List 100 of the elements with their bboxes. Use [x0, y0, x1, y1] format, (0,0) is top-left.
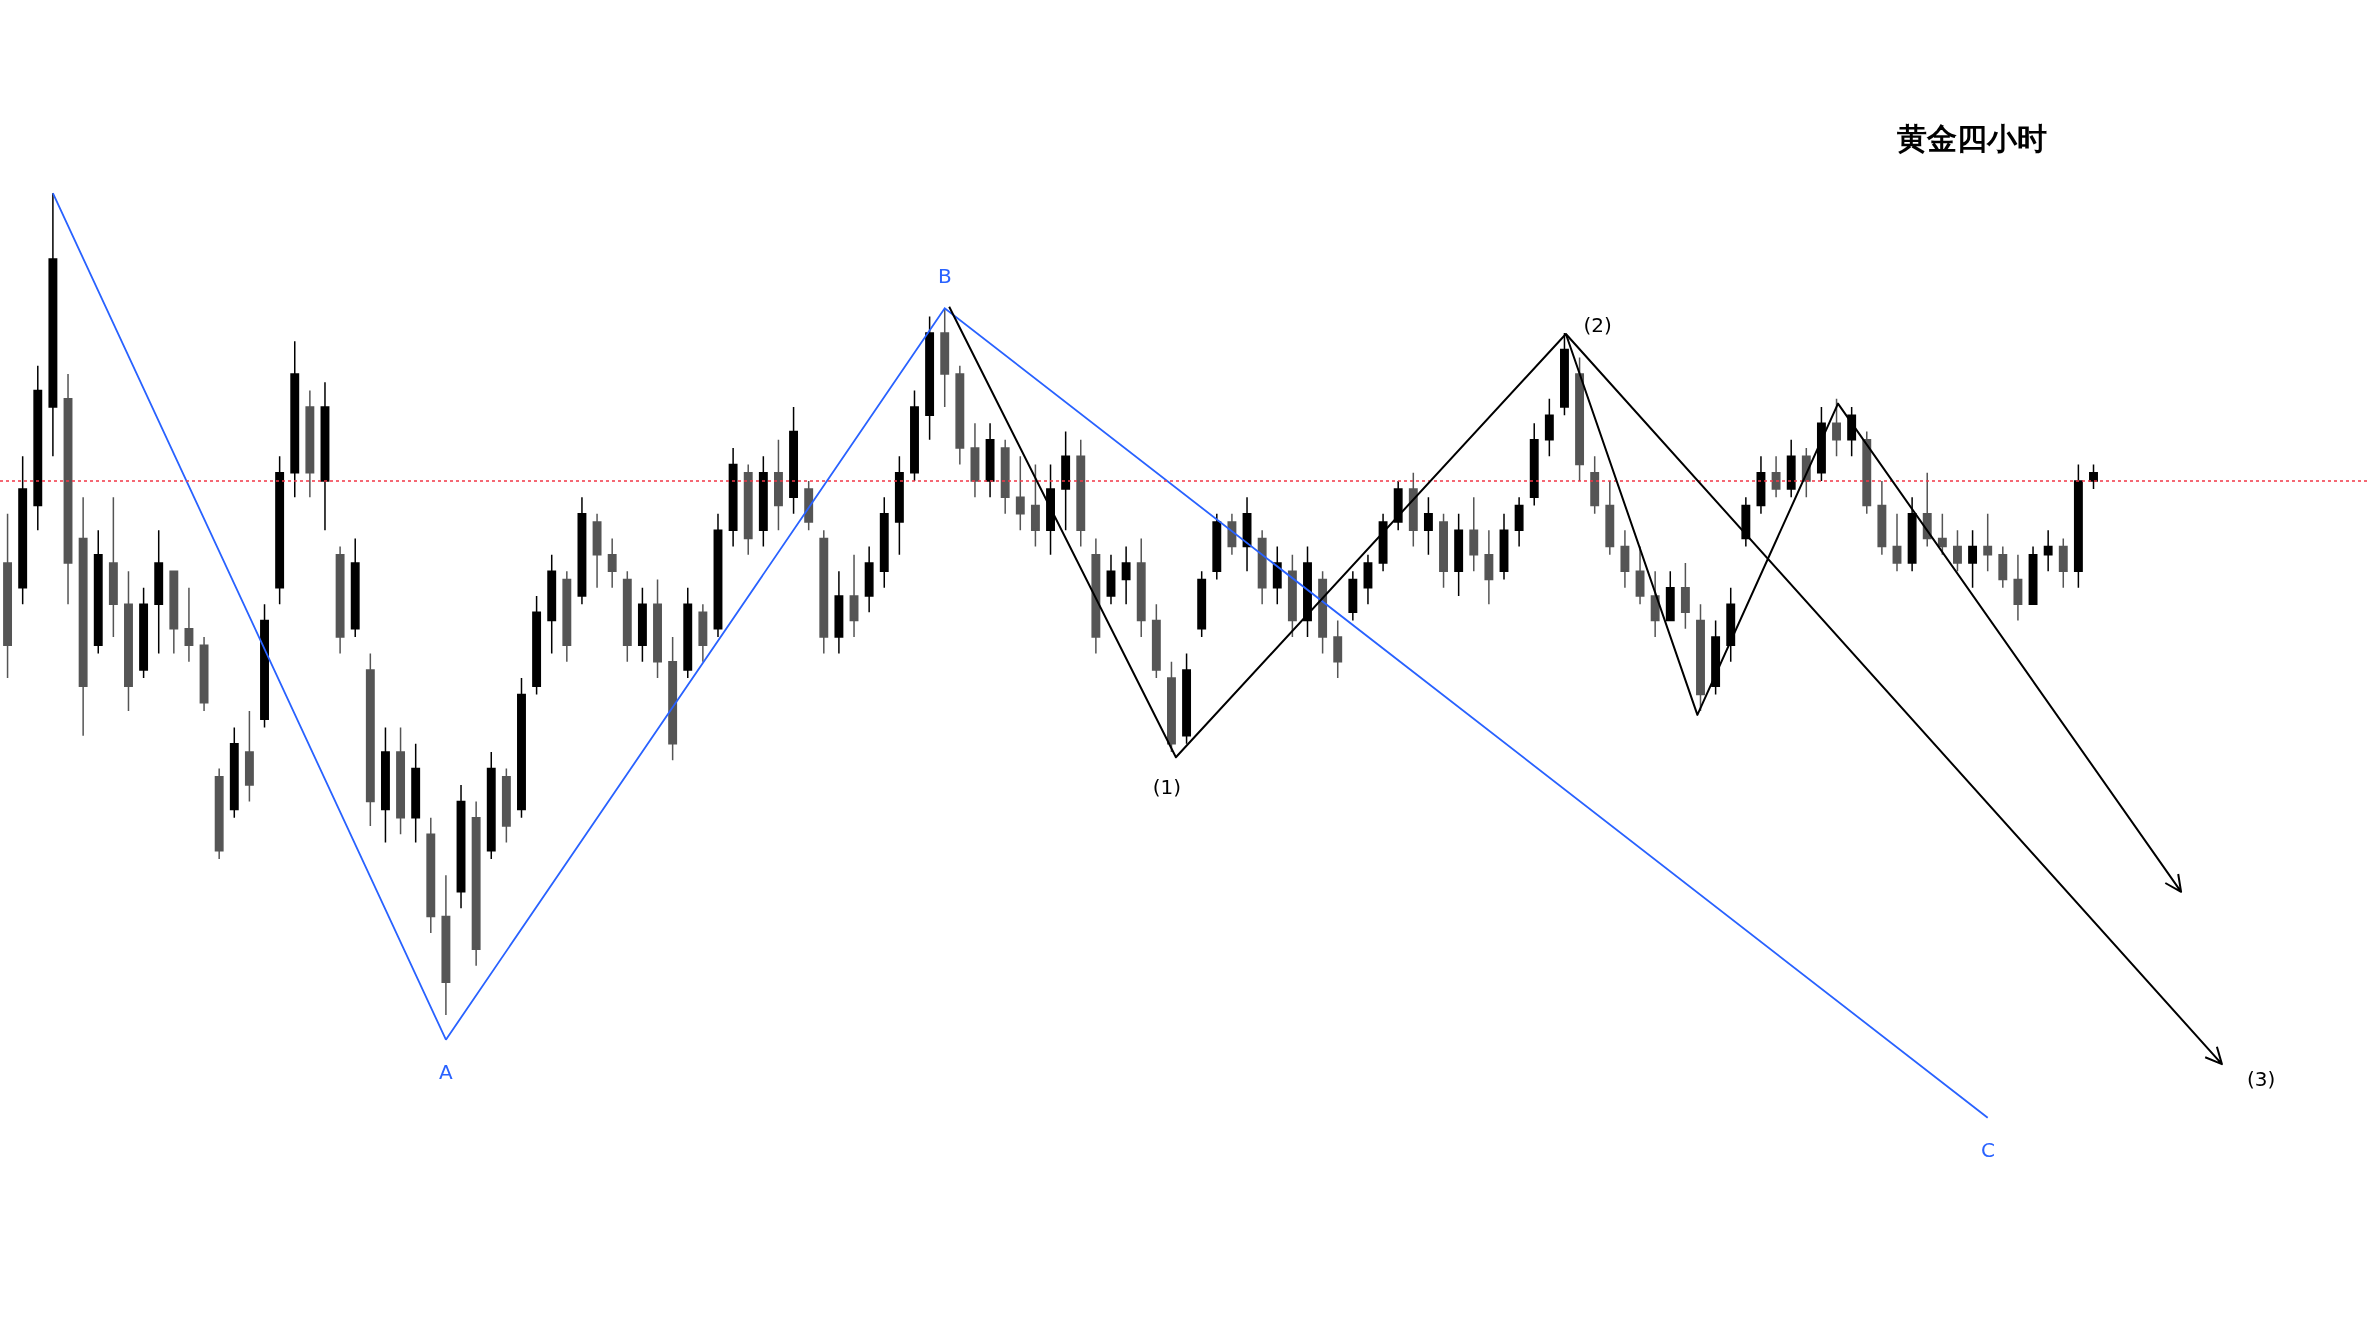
candlestick: [108, 496, 118, 638]
candlestick: [2028, 545, 2038, 605]
candlestick: [1650, 570, 1660, 638]
candlestick: [1832, 397, 1841, 457]
candlestick: [1726, 586, 1736, 663]
candlestick: [1182, 652, 1192, 745]
candlestick: [683, 586, 693, 679]
candlestick: [743, 463, 753, 556]
candlestick: [1756, 455, 1766, 515]
annotation: B: [938, 264, 952, 288]
candlestick: [1363, 554, 1373, 605]
candlestick: [1257, 529, 1267, 605]
candlestick: [139, 586, 149, 679]
candlestick: [834, 570, 844, 655]
candlestick: [290, 340, 300, 499]
candlestick: [1711, 619, 1721, 696]
candlestick: [18, 455, 28, 605]
candlestick: [1620, 529, 1630, 589]
chart-title: 黄金四小时: [1896, 121, 2047, 157]
candlestick: [320, 381, 330, 531]
candlestick: [562, 570, 572, 663]
candlestick: [260, 603, 269, 729]
candlestick: [864, 545, 874, 614]
candlestick: [1393, 480, 1403, 531]
candlestick: [1786, 439, 1796, 499]
candlestick: [1439, 513, 1448, 589]
candlestick: [1514, 496, 1524, 548]
candlestick: [1076, 439, 1086, 548]
candlestick: [169, 570, 179, 655]
candlestick: [653, 578, 662, 679]
candlestick: [1061, 430, 1071, 531]
candlestick: [1227, 513, 1237, 556]
candlestick: [396, 726, 406, 836]
candlestick: [1560, 332, 1569, 416]
candlestick: [1408, 471, 1418, 548]
candlestick: [365, 652, 375, 827]
candlestick: [1303, 545, 1312, 638]
annotation: (1): [1152, 775, 1182, 800]
candlestick: [532, 595, 542, 696]
annotation: C: [1981, 1138, 1995, 1162]
candlestick: [517, 677, 526, 819]
candlestick: [350, 537, 360, 638]
text: (3): [2247, 1067, 2276, 1092]
candlestick: [1983, 513, 1993, 573]
candlestick: [1937, 513, 1947, 556]
candlestick: [1484, 529, 1494, 605]
candlestick: [819, 529, 829, 655]
candlestick: [2089, 463, 2098, 490]
candlestick: [1046, 463, 1055, 556]
candlestick: [1847, 406, 1857, 457]
candlestick: [1091, 537, 1101, 655]
candlestick: [1590, 455, 1600, 515]
candlestick: [441, 874, 451, 1016]
candlestick: [411, 743, 421, 844]
candlestick: [1892, 513, 1902, 573]
candlestick: [275, 455, 285, 605]
candlestick: [728, 447, 738, 548]
candlestick: [758, 455, 768, 548]
candlestick: [1544, 397, 1554, 457]
candlestick: [63, 373, 73, 605]
candlestick: [1197, 570, 1207, 638]
candlestick: [1998, 545, 2008, 589]
candlestick: [78, 496, 88, 737]
candlestick: [486, 751, 496, 860]
candlestick: [894, 455, 904, 556]
candlestick: [2058, 537, 2068, 589]
candlestick: [879, 496, 889, 589]
candlestick: [789, 406, 799, 515]
candlestick: [1030, 463, 1040, 548]
candlestick: [2013, 554, 2023, 622]
candlestick: [2073, 463, 2083, 589]
candlestick: [1242, 496, 1252, 573]
candlestick: [547, 554, 557, 655]
candlestick: [124, 570, 133, 712]
candlestick: [925, 315, 935, 441]
candlestick: [1575, 356, 1585, 482]
candlestick: [380, 726, 390, 844]
candlestick: [456, 784, 466, 909]
candlestick: [199, 636, 209, 712]
candlestick: [1423, 496, 1433, 556]
candlestick: [1862, 430, 1872, 515]
candlestick: [910, 389, 919, 482]
candlestick: [592, 513, 602, 589]
candlestick: [2043, 529, 2053, 573]
candlestick: [1015, 455, 1025, 531]
candlestick: [244, 710, 254, 803]
candlestick: [33, 365, 43, 531]
candlestick: [1454, 513, 1464, 597]
candlestick: [471, 800, 481, 967]
candlestick: [48, 192, 58, 457]
candlestick: [1922, 471, 1932, 548]
candlestick: [577, 496, 587, 605]
candlestick: [1378, 513, 1388, 573]
candlestick: [940, 307, 950, 408]
candlestick: [93, 529, 103, 655]
candlestick: [804, 480, 814, 531]
candlestick: [1499, 513, 1509, 581]
candlestick: [1877, 480, 1887, 556]
candlestick: [184, 586, 194, 663]
candlestick: [1605, 480, 1615, 556]
